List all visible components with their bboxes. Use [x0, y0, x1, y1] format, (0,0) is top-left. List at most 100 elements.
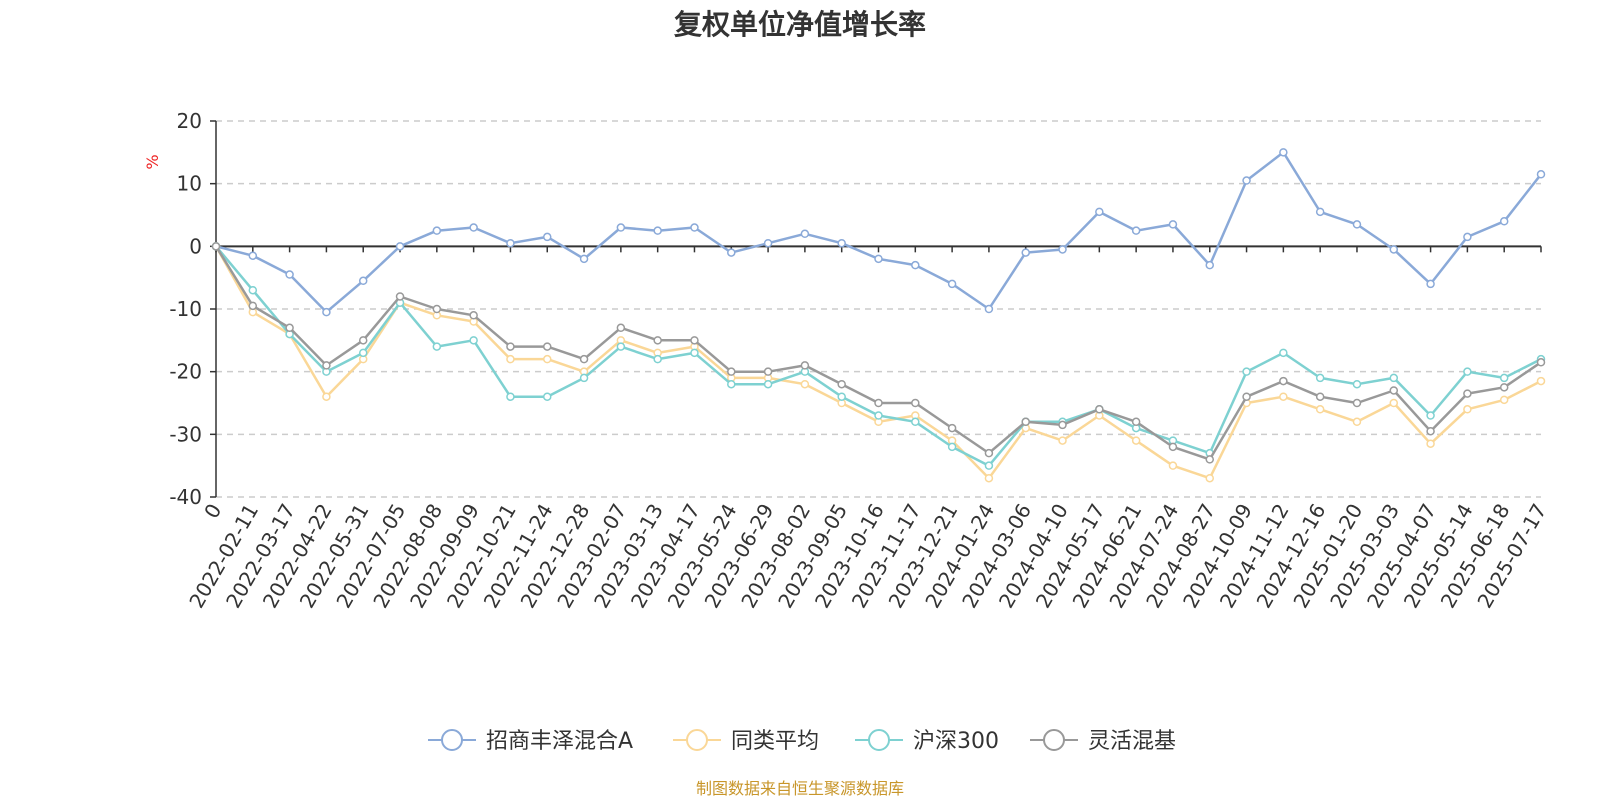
data-point — [1426, 426, 1435, 436]
legend-label: 同类平均 — [731, 729, 819, 754]
legend-label: 灵活混基 — [1088, 729, 1176, 754]
data-point — [1315, 373, 1325, 383]
legend-swatch-marker — [868, 729, 890, 751]
series-line — [214, 245, 1542, 461]
data-point — [1389, 386, 1399, 395]
data-point — [1095, 405, 1104, 414]
legend[interactable]: 招商丰泽混合A 同类平均 沪深300 灵活混基 — [428, 729, 1176, 754]
legend-item[interactable]: 同类平均 — [673, 729, 819, 754]
data-point — [543, 232, 552, 242]
data-point — [616, 323, 626, 333]
y-tick-label: -10 — [169, 297, 202, 321]
data-point — [322, 361, 331, 370]
data-point — [358, 336, 368, 345]
data-point — [616, 223, 626, 232]
data-point — [727, 248, 736, 257]
data-point — [1095, 207, 1104, 217]
data-point — [800, 379, 810, 389]
x-tick-label: 0 — [199, 500, 226, 523]
data-point — [727, 367, 736, 376]
data-point — [1499, 395, 1509, 405]
data-point — [727, 379, 736, 389]
data-point — [1131, 417, 1141, 427]
data-point — [690, 223, 699, 232]
data-point — [322, 307, 331, 317]
data-point — [1021, 248, 1030, 257]
data-point — [1205, 455, 1214, 464]
data-point — [1205, 260, 1214, 270]
data-point — [1463, 405, 1472, 414]
data-point — [248, 251, 258, 260]
data-point — [432, 342, 442, 351]
data-point — [285, 270, 294, 279]
data-point — [653, 226, 662, 235]
data-point — [1058, 245, 1067, 254]
data-source-note: 制图数据来自恒生聚源数据库 — [696, 779, 904, 798]
data-point — [616, 342, 626, 351]
data-point — [984, 448, 994, 458]
data-point — [322, 392, 331, 401]
series-line — [214, 245, 1542, 480]
legend-item[interactable]: 灵活混基 — [1030, 729, 1176, 754]
data-point — [653, 336, 662, 345]
data-point — [395, 242, 405, 251]
data-point — [248, 301, 258, 311]
data-point — [432, 304, 442, 314]
data-point — [1315, 207, 1325, 217]
y-axis-unit: % — [143, 154, 162, 169]
legend-swatch-marker — [1043, 729, 1065, 751]
y-tick-label: 20 — [177, 109, 202, 133]
x-tick-labels: 02022-02-112022-03-172022-04-222022-05-3… — [184, 500, 1551, 613]
data-point — [1389, 398, 1399, 408]
data-point — [984, 473, 994, 483]
data-point — [543, 354, 552, 364]
data-point — [1131, 226, 1141, 235]
data-point — [763, 379, 773, 389]
data-point — [1463, 232, 1472, 242]
data-point — [358, 348, 368, 358]
data-point — [911, 398, 920, 408]
data-point — [1021, 417, 1030, 427]
series-1 — [211, 242, 1546, 483]
data-point — [1536, 358, 1546, 367]
data-point — [947, 279, 957, 289]
data-point — [690, 336, 699, 345]
data-point — [1426, 439, 1435, 448]
data-point — [1242, 176, 1251, 185]
data-point — [1352, 379, 1362, 389]
data-point — [763, 367, 773, 376]
data-point — [469, 223, 478, 232]
data-point — [800, 361, 810, 370]
data-point — [395, 292, 405, 301]
data-point — [800, 229, 810, 239]
data-point — [1168, 220, 1178, 229]
y-tick-label: -30 — [169, 422, 202, 446]
data-point — [1315, 392, 1325, 401]
data-point — [248, 285, 258, 295]
data-point — [837, 379, 846, 389]
data-point — [1168, 442, 1178, 452]
data-point — [837, 392, 846, 401]
data-point — [1499, 383, 1509, 392]
data-point — [1279, 148, 1288, 157]
legend-label: 招商丰泽混合A — [486, 729, 633, 754]
data-point — [1536, 376, 1546, 386]
data-point — [653, 354, 662, 364]
data-point — [1205, 473, 1214, 483]
legend-item[interactable]: 沪深300 — [855, 729, 999, 754]
y-tick-label: 0 — [189, 234, 202, 258]
data-point — [874, 411, 883, 420]
data-point — [1426, 279, 1435, 289]
data-point — [984, 304, 994, 314]
data-point — [543, 342, 552, 351]
data-point — [1168, 461, 1178, 470]
data-point — [579, 254, 589, 264]
data-point — [506, 392, 515, 401]
data-point — [543, 392, 552, 401]
data-point — [211, 242, 221, 251]
data-point — [911, 417, 920, 427]
data-point — [1463, 367, 1472, 376]
data-point — [506, 342, 515, 351]
legend-item[interactable]: 招商丰泽混合A — [428, 729, 633, 754]
